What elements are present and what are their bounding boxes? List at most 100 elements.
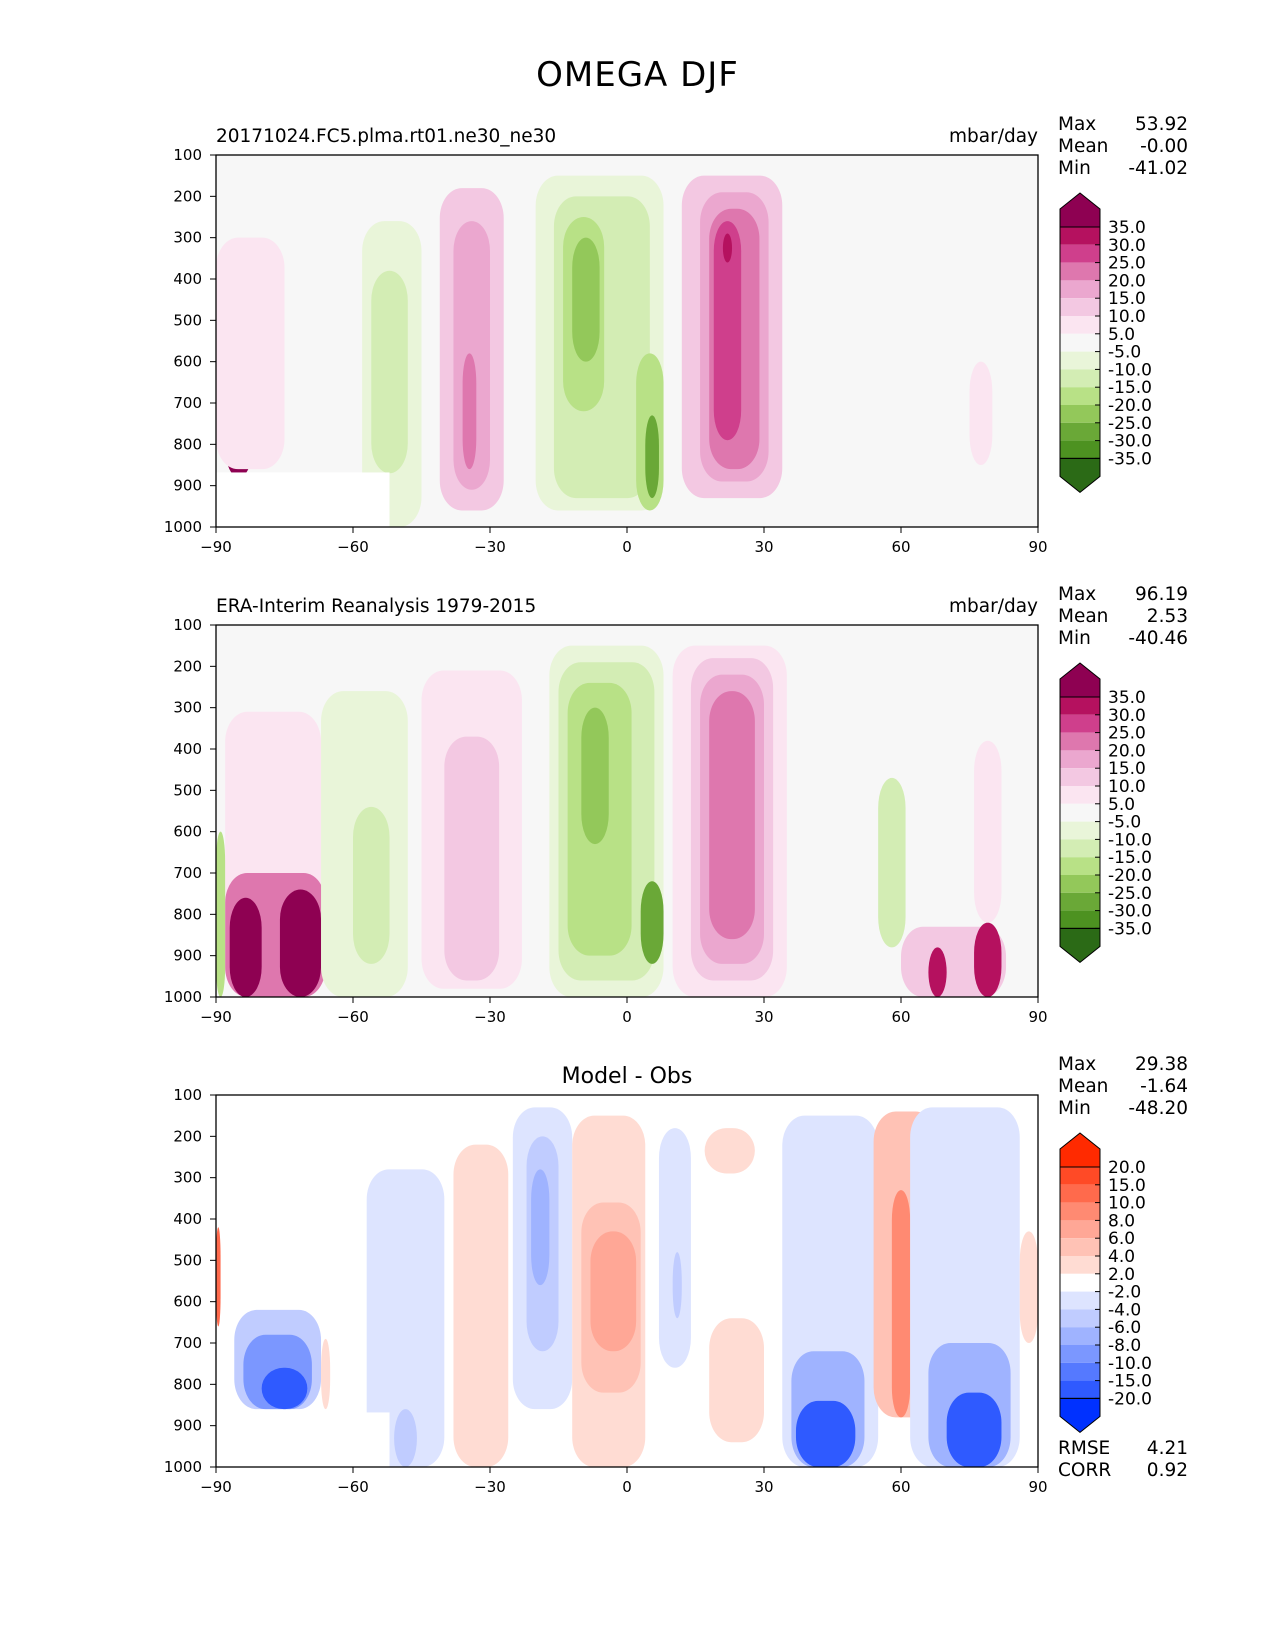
- y-tick-label: 900: [173, 477, 202, 495]
- colorbar-tick-label: 10.0: [1108, 307, 1146, 327]
- colorbar-band: [1060, 1362, 1100, 1381]
- stats-difference: Max 29.38 Mean -1.64 Min -48.20: [1058, 1054, 1188, 1120]
- colorbar-band: [1060, 786, 1100, 804]
- figure-title: OMEGA DJF: [536, 55, 739, 95]
- colorbar-tick-label: 25.0: [1108, 254, 1146, 274]
- contour-region: [658, 1128, 691, 1368]
- contour-fields: [216, 175, 993, 527]
- colorbar-extend-min: [1059, 457, 1101, 494]
- x-tick-label: 60: [891, 538, 910, 556]
- contour-region: [371, 270, 408, 474]
- colorbar-tick-label: 25.0: [1108, 724, 1146, 744]
- colorbar-band: [1060, 333, 1100, 352]
- colorbar-frame: [1059, 226, 1101, 459]
- stats-observations: Max 96.19 Mean 2.53 Min -40.46: [1058, 584, 1188, 650]
- y-tick-label: 700: [173, 864, 202, 882]
- colorbar-band: [1060, 387, 1100, 405]
- colorbar-band: [1060, 280, 1100, 299]
- contour-region: [878, 777, 906, 948]
- contour-region: [581, 707, 609, 845]
- colorbar-band: [1060, 1256, 1100, 1274]
- colorbar-tick-label: -15.0: [1108, 378, 1152, 398]
- x-tick-label: 30: [754, 1008, 773, 1026]
- contour-region: [709, 1318, 764, 1443]
- colorbar-tick-label: -10.0: [1108, 1354, 1152, 1374]
- colorbar-extend-min: [1059, 1397, 1101, 1434]
- colorbar-tick-label: -4.0: [1108, 1300, 1141, 1320]
- y-tick-label: 600: [173, 823, 202, 841]
- stat-mean: Mean -0.00: [1058, 136, 1188, 157]
- contour-region: [531, 1169, 550, 1286]
- x-tick-label: 0: [622, 538, 632, 556]
- colorbar-band: [1060, 714, 1100, 733]
- colorbar-band: [1060, 1220, 1100, 1239]
- contour-region: [709, 691, 755, 940]
- y-tick-label: 500: [173, 311, 202, 329]
- colorbar-tick-label: -35.0: [1108, 449, 1152, 469]
- contour-region: [704, 1128, 755, 1174]
- colorbar-tick-label: -30.0: [1108, 432, 1152, 452]
- x-tick-label: 0: [622, 1478, 632, 1496]
- colorbar-band: [1060, 440, 1100, 459]
- y-tick-label: 400: [173, 270, 202, 288]
- colorbar-tick-label: -8.0: [1108, 1336, 1141, 1356]
- colorbar-tick-label: -6.0: [1108, 1318, 1141, 1338]
- contour-region: [974, 922, 1002, 997]
- contour-region: [722, 233, 733, 263]
- metric-rmse: RMSE 4.21: [1058, 1438, 1188, 1459]
- colorbar-band: [1060, 697, 1100, 715]
- topography-mask: [216, 472, 390, 527]
- x-tick-label: −90: [200, 538, 232, 556]
- x-tick-label: −30: [474, 1478, 506, 1496]
- colorbar-band: [1060, 422, 1100, 441]
- x-tick-label: −90: [200, 1478, 232, 1496]
- colorbar-band: [1060, 1238, 1100, 1256]
- colorbar-band: [1060, 316, 1100, 334]
- y-tick-label: 100: [173, 616, 202, 634]
- colorbar-band: [1060, 262, 1100, 281]
- colorbar-tick-label: 15.0: [1108, 1176, 1146, 1196]
- panel-units: mbar/day: [949, 596, 1038, 617]
- contour-region: [946, 1392, 1002, 1467]
- colorbar-tick-label: 10.0: [1108, 777, 1146, 797]
- colorbar-band: [1060, 821, 1100, 840]
- colorbar-band: [1060, 298, 1100, 316]
- contour-fields: [216, 1107, 1038, 1467]
- y-tick-label: 200: [173, 657, 202, 675]
- colorbar-band: [1060, 1273, 1100, 1292]
- contour-region: [216, 237, 285, 470]
- y-tick-label: 700: [173, 1334, 202, 1352]
- colorbar-band: [1060, 839, 1100, 858]
- colorbar-band: [1060, 1380, 1100, 1399]
- colorbar-tick-label: 30.0: [1108, 706, 1146, 726]
- colorbar-tick-label: 30.0: [1108, 236, 1146, 256]
- contour-region: [462, 353, 477, 470]
- x-tick-label: −30: [474, 538, 506, 556]
- y-tick-label: 100: [173, 146, 202, 164]
- colorbar-tick-label: -15.0: [1108, 1372, 1152, 1392]
- colorbar-extend-min: [1059, 927, 1101, 964]
- colorbar-tick-label: 35.0: [1108, 688, 1146, 708]
- y-tick-label: 1000: [164, 518, 202, 536]
- y-tick-label: 100: [173, 1086, 202, 1104]
- colorbar-extend-max: [1059, 662, 1101, 698]
- y-tick-label: 900: [173, 947, 202, 965]
- colorbar-tick-label: 4.0: [1108, 1247, 1135, 1267]
- colorbar-band: [1060, 857, 1100, 875]
- colorbar-tick-label: -5.0: [1108, 813, 1141, 833]
- contour-region: [795, 1400, 856, 1467]
- y-tick-label: 600: [173, 353, 202, 371]
- y-tick-label: 800: [173, 905, 202, 923]
- stat-min: Min -41.02: [1058, 158, 1188, 179]
- contour-region: [353, 806, 390, 964]
- contour-region: [279, 889, 322, 997]
- colorbar-band: [1060, 405, 1100, 423]
- contour-region: [444, 736, 500, 981]
- colorbar-frame: [1059, 1166, 1101, 1399]
- colorbar-band: [1060, 227, 1100, 245]
- x-tick-label: 90: [1028, 1008, 1047, 1026]
- y-tick-label: 500: [173, 781, 202, 799]
- y-tick-label: 800: [173, 1375, 202, 1393]
